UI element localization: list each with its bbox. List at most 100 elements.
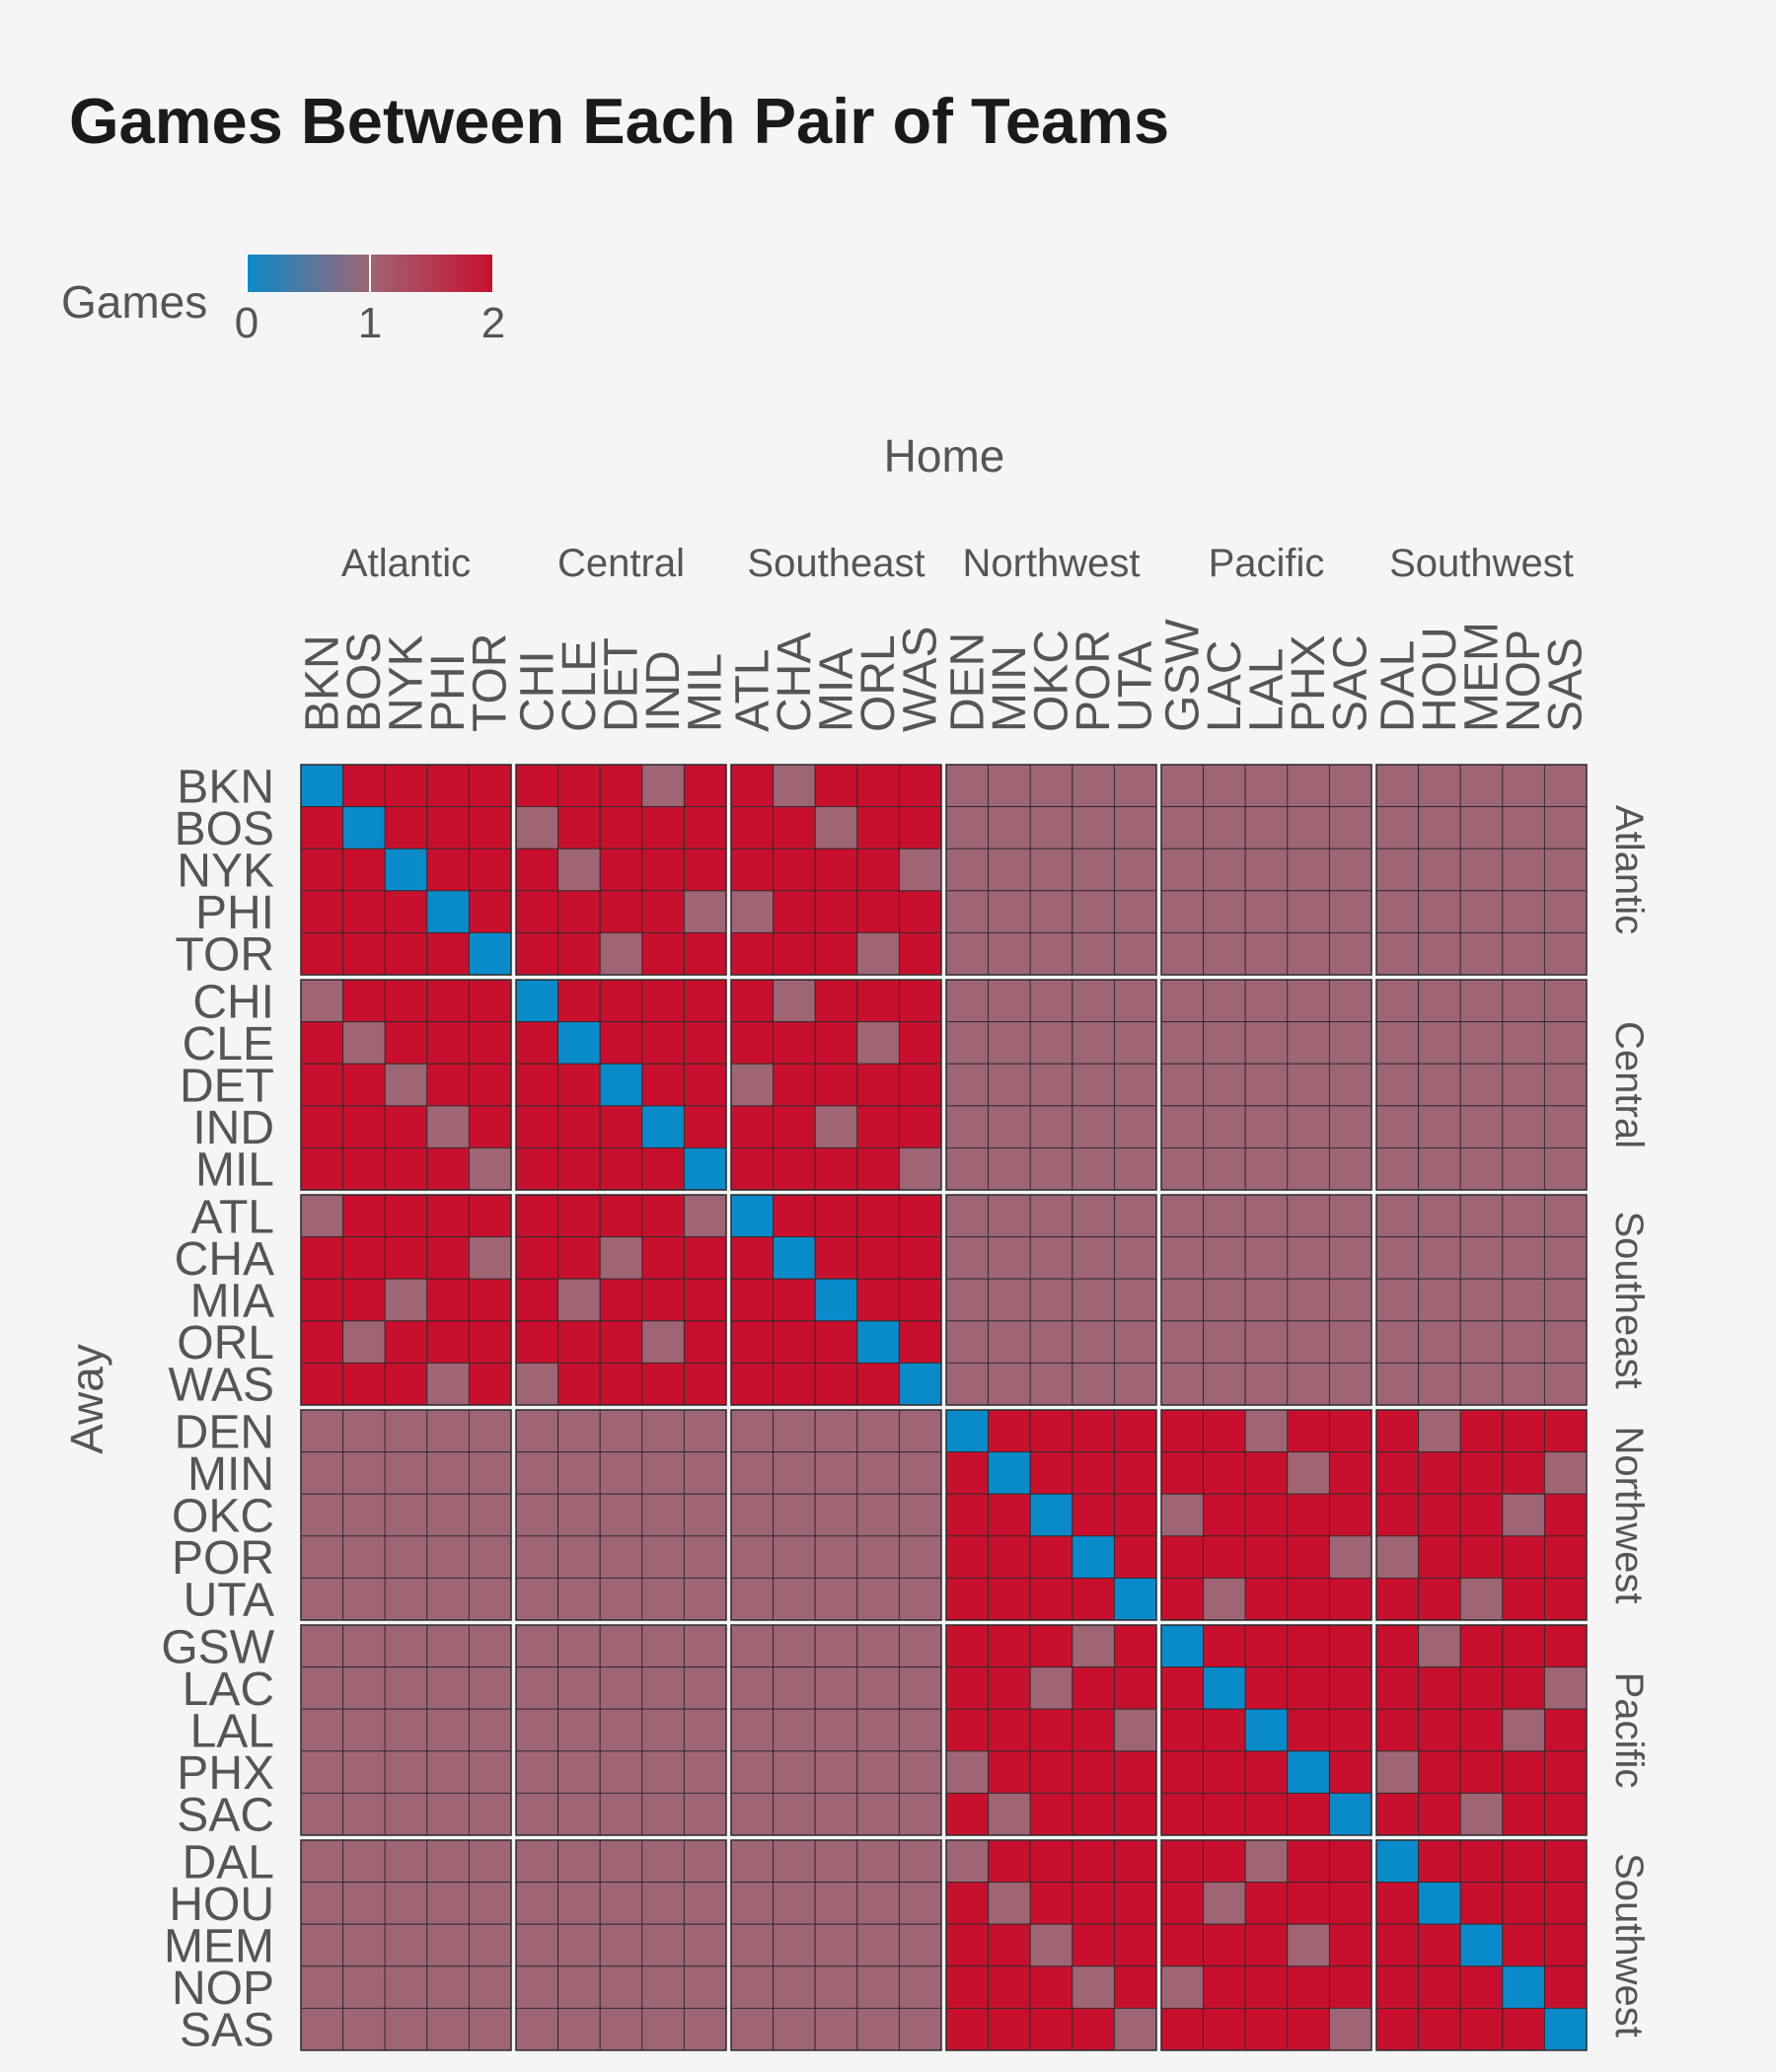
heatmap-cell-lal-orl — [856, 1708, 900, 1752]
heatmap-cell-orl-okc — [1029, 1320, 1073, 1364]
heatmap-cell-mem-ind — [641, 1923, 685, 1967]
heatmap-cell-cha-sas — [1543, 1236, 1588, 1280]
heatmap-cell-phx-tor — [468, 1750, 512, 1794]
y-tick-label-ind: IND — [192, 1102, 274, 1154]
heatmap-cell-mem-nop — [1502, 1923, 1545, 1967]
heatmap-cell-chi-sas — [1543, 979, 1588, 1023]
heatmap-cell-phx-cha — [773, 1750, 816, 1794]
heatmap-cell-den-lal — [1244, 1409, 1289, 1453]
heatmap-cell-sac-por — [1072, 1792, 1115, 1836]
heatmap-cell-gsw-hou — [1418, 1624, 1461, 1668]
heatmap-cell-cha-mil — [683, 1236, 727, 1280]
heatmap-cell-sac-cle — [557, 1792, 601, 1836]
heatmap-cell-cha-hou — [1418, 1236, 1461, 1280]
heatmap-cell-phx-mil — [683, 1750, 727, 1794]
heatmap-cell-okc-lal — [1244, 1493, 1289, 1537]
heatmap-cell-bkn-cle — [557, 764, 601, 808]
heatmap-cell-hou-okc — [1029, 1882, 1073, 1925]
heatmap-cell-phi-bos — [342, 890, 386, 933]
y-tick-label-uta: UTA — [184, 1575, 274, 1627]
heatmap-cell-mia-min — [988, 1278, 1031, 1322]
heatmap-cell-tor-chi — [515, 931, 559, 976]
heatmap-cell-chi-tor — [468, 979, 512, 1023]
heatmap-cell-por-okc — [1029, 1535, 1073, 1579]
heatmap-cell-mia-phx — [1287, 1278, 1330, 1322]
heatmap-cell-dal-min — [988, 1839, 1031, 1884]
heatmap-cell-chi-dal — [1375, 979, 1420, 1023]
heatmap-cell-det-orl — [856, 1063, 900, 1107]
heatmap-cell-sac-atl — [730, 1792, 775, 1836]
heatmap-cell-orl-ind — [641, 1320, 685, 1364]
heatmap-cell-min-lac — [1203, 1451, 1246, 1495]
heatmap-cell-was-nyk — [384, 1362, 428, 1406]
heatmap-cell-mil-ind — [641, 1147, 685, 1191]
heatmap-cell-chi-hou — [1418, 979, 1461, 1023]
heatmap-cell-was-mil — [683, 1362, 727, 1406]
heatmap-cell-bos-sac — [1328, 806, 1372, 850]
heatmap-cell-sas-orl — [856, 2007, 900, 2051]
heatmap-cell-mil-chi — [515, 1147, 559, 1191]
heatmap-cell-ind-phi — [426, 1105, 470, 1148]
heatmap-cell-por-sas — [1543, 1535, 1588, 1579]
x-tick-label-dal: DAL — [1371, 640, 1424, 732]
heatmap-cell-den-bkn — [300, 1409, 344, 1453]
heatmap-cell-bkn-chi — [515, 764, 559, 808]
y-tick-label-atl: ATL — [191, 1191, 274, 1243]
heatmap-cell-dal-sas — [1543, 1839, 1588, 1884]
heatmap-cell-atl-atl — [730, 1194, 775, 1238]
heatmap-cell-okc-mil — [683, 1493, 727, 1537]
heatmap-cell-mia-den — [945, 1278, 990, 1322]
heatmap-cell-min-det — [599, 1451, 643, 1495]
x-tick-label-atl: ATL — [726, 649, 778, 732]
heatmap-cell-mia-sas — [1543, 1278, 1588, 1322]
heatmap-cell-cle-lal — [1244, 1021, 1289, 1065]
heatmap-cell-atl-mil — [683, 1194, 727, 1238]
heatmap-cell-nop-gsw — [1160, 1965, 1205, 2009]
heatmap-cell-nyk-lal — [1244, 848, 1289, 892]
heatmap-cell-cle-det — [599, 1021, 643, 1065]
heatmap-cell-gsw-mia — [814, 1624, 858, 1668]
heatmap-cell-det-mem — [1459, 1063, 1504, 1107]
x-tick-label-det: DET — [596, 637, 648, 732]
heatmap-cell-atl-ind — [641, 1194, 685, 1238]
heatmap-cell-chi-mil — [683, 979, 727, 1023]
panel-border — [730, 764, 942, 976]
heatmap-cell-tor-okc — [1029, 931, 1073, 976]
heatmap-cell-dal-den — [945, 1839, 990, 1884]
legend-tick-1: 1 — [358, 299, 382, 347]
heatmap-cell-gsw-orl — [856, 1624, 900, 1668]
heatmap-cell-mem-dal — [1375, 1923, 1420, 1967]
heatmap-cell-nyk-bos — [342, 848, 386, 892]
panel-border — [945, 1194, 1157, 1406]
x-tick-label-uta: UTA — [1110, 641, 1162, 732]
heatmap-cell-phi-cha — [773, 890, 816, 933]
heatmap-cell-uta-den — [945, 1577, 990, 1621]
heatmap-cell-min-sac — [1328, 1451, 1372, 1495]
heatmap-cell-lac-phx — [1287, 1666, 1330, 1710]
heatmap-cell-dal-cle — [557, 1839, 601, 1884]
heatmap-cell-nop-sac — [1328, 1965, 1372, 2009]
heatmap-cell-sac-min — [988, 1792, 1031, 1836]
heatmap-cell-okc-mem — [1459, 1493, 1504, 1537]
panel-border — [1375, 1194, 1588, 1406]
legend-tick-2: 2 — [481, 299, 505, 347]
x-tick-label-hou: HOU — [1414, 627, 1466, 732]
heatmap-cell-was-chi — [515, 1362, 559, 1406]
x-tick-label-mia: MIA — [811, 648, 863, 732]
heatmap-cell-bkn-mia — [814, 764, 858, 808]
heatmap-cell-nop-den — [945, 1965, 990, 2009]
x-tick-label-phx: PHX — [1283, 634, 1335, 732]
heatmap-cell-mil-mia — [814, 1147, 858, 1191]
heatmap-cell-lal-mem — [1459, 1708, 1504, 1752]
heatmap-cell-dal-lac — [1203, 1839, 1246, 1884]
heatmap-cell-atl-hou — [1418, 1194, 1461, 1238]
heatmap-cell-sac-ind — [641, 1792, 685, 1836]
heatmap-cell-bos-bos — [342, 806, 386, 850]
heatmap-cell-was-lal — [1244, 1362, 1289, 1406]
heatmap-cell-phi-atl — [730, 890, 775, 933]
heatmap-cell-dal-uta — [1113, 1839, 1157, 1884]
heatmap-cell-det-bos — [342, 1063, 386, 1107]
heatmap-cell-cha-sac — [1328, 1236, 1372, 1280]
heatmap-cell-por-mil — [683, 1535, 727, 1579]
heatmap-cell-lac-sac — [1328, 1666, 1372, 1710]
